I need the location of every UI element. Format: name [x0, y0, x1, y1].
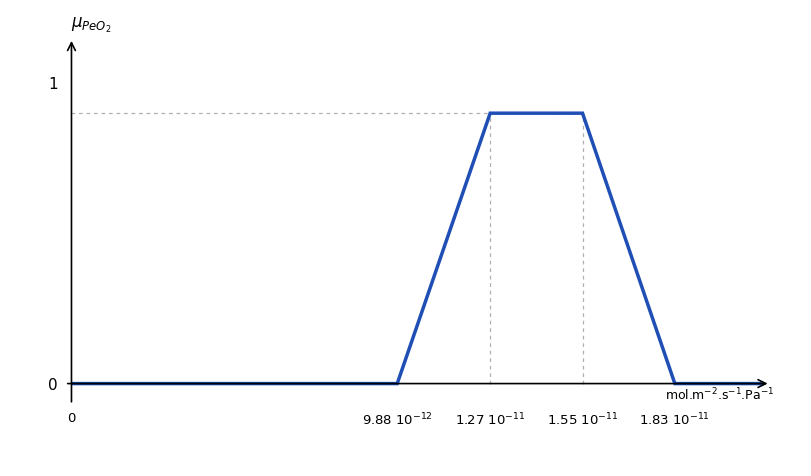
Text: mol.m$^{-2}$.s$^{-1}$.Pa$^{-1}$: mol.m$^{-2}$.s$^{-1}$.Pa$^{-1}$: [665, 387, 774, 403]
Text: $\mu_{PeO_2}$: $\mu_{PeO_2}$: [71, 16, 112, 35]
